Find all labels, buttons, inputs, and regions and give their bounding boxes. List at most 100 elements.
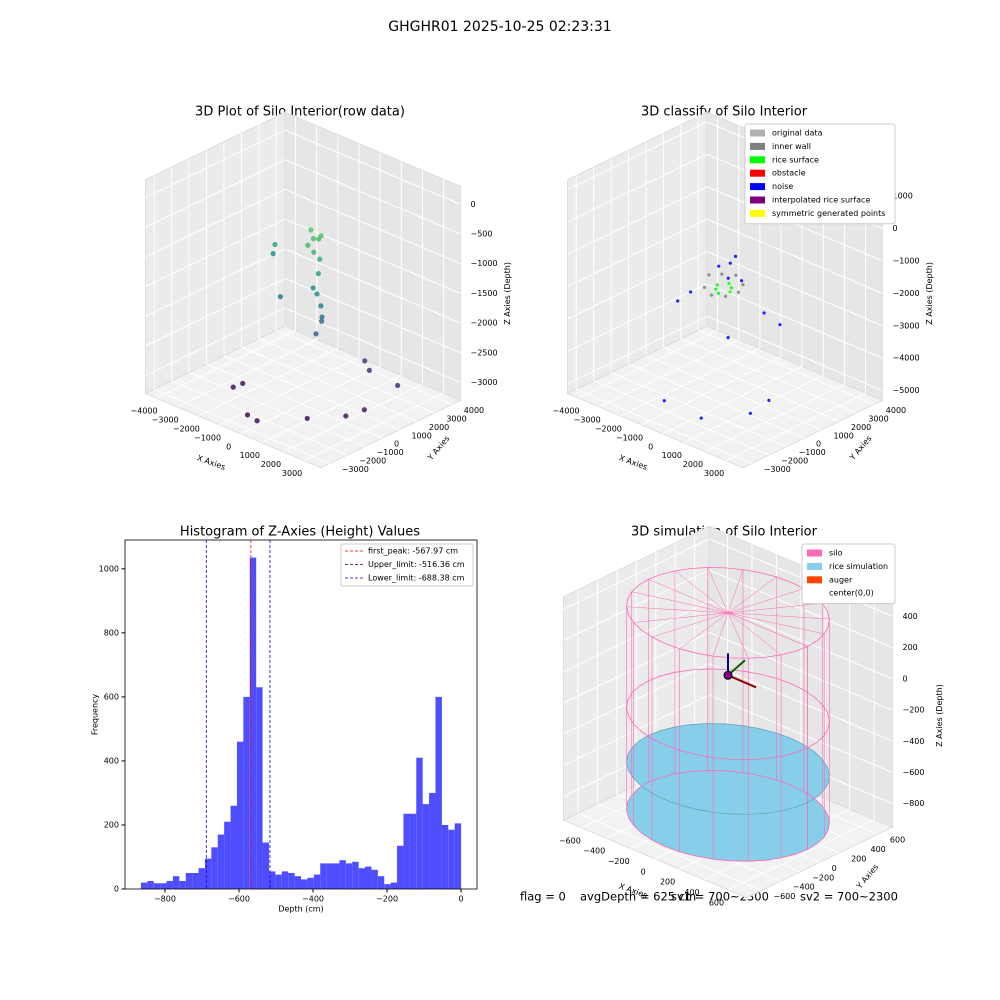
bar bbox=[320, 863, 327, 889]
bar bbox=[166, 880, 173, 889]
grid-line bbox=[567, 283, 708, 352]
point bbox=[254, 418, 260, 424]
point bbox=[748, 411, 752, 415]
grid-line bbox=[567, 186, 708, 255]
grid-line bbox=[577, 330, 718, 399]
x-tick-label: 2000 bbox=[261, 460, 281, 469]
z-tick-label: 400 bbox=[903, 612, 918, 621]
bar bbox=[147, 880, 154, 889]
point bbox=[717, 264, 721, 268]
bar bbox=[224, 821, 231, 889]
footer-avg-depth: avgDepth = 625 cm bbox=[580, 890, 696, 904]
x-tick-label: 200 bbox=[660, 878, 675, 887]
y-tick-label: −400 bbox=[793, 883, 815, 892]
bar bbox=[345, 863, 353, 889]
grid-line bbox=[641, 356, 782, 426]
y-tick-label: 400 bbox=[871, 845, 886, 854]
x-tick-label: −2000 bbox=[595, 424, 622, 433]
legend-label: rice simulation bbox=[829, 562, 888, 571]
bar bbox=[268, 871, 276, 889]
grid-line bbox=[206, 363, 383, 439]
z-tick-label: 1000 bbox=[893, 192, 913, 201]
x-tick-label: −600 bbox=[559, 836, 581, 845]
x-tick-label: 0 bbox=[459, 895, 464, 904]
bar bbox=[397, 845, 404, 889]
grid-line bbox=[563, 694, 710, 766]
grid-line bbox=[610, 371, 787, 448]
point bbox=[709, 293, 714, 297]
grid-line bbox=[145, 129, 286, 199]
point bbox=[316, 236, 322, 242]
center-marker bbox=[723, 670, 733, 680]
point bbox=[689, 290, 693, 294]
bar bbox=[365, 866, 372, 889]
point bbox=[729, 286, 733, 290]
point bbox=[716, 291, 721, 296]
z-tick-label: −2000 bbox=[471, 319, 498, 328]
point bbox=[741, 283, 745, 287]
legend-label: obstacle bbox=[772, 169, 806, 178]
bar bbox=[140, 882, 148, 889]
point bbox=[726, 336, 730, 340]
point bbox=[362, 358, 368, 364]
bar bbox=[185, 872, 193, 889]
footer-flag: flag = 0 bbox=[520, 890, 566, 904]
point bbox=[676, 299, 680, 303]
bar bbox=[153, 883, 161, 889]
bar bbox=[275, 874, 282, 889]
grid-line bbox=[567, 315, 708, 385]
silo-roof bbox=[648, 579, 729, 614]
x-tick-label: 0 bbox=[641, 867, 646, 876]
y-tick-label: 0 bbox=[832, 864, 837, 873]
bar bbox=[288, 872, 295, 889]
z-tick-label: −5000 bbox=[893, 386, 920, 395]
grid-line bbox=[145, 188, 286, 258]
bar bbox=[198, 868, 205, 889]
grid-line bbox=[258, 338, 435, 414]
y-tick-label: 200 bbox=[851, 855, 866, 864]
grid-line bbox=[709, 569, 893, 649]
grid-line bbox=[662, 365, 803, 435]
grid-line bbox=[261, 374, 402, 444]
legend-label: silo bbox=[829, 549, 843, 558]
x-tick-label: 600 bbox=[709, 898, 724, 907]
y-tick-label: 800 bbox=[104, 628, 119, 637]
grid-line bbox=[154, 388, 330, 464]
grid-line bbox=[276, 329, 452, 405]
grid-line bbox=[706, 251, 883, 327]
bar bbox=[230, 805, 237, 889]
y-tick-label: 2000 bbox=[429, 423, 449, 432]
grid-line bbox=[709, 694, 893, 773]
legend-label: rice surface bbox=[772, 155, 819, 164]
x-tick-label: −400 bbox=[583, 847, 605, 856]
grid-line bbox=[303, 392, 444, 462]
grid-line bbox=[284, 307, 461, 383]
y-tick-label: 0 bbox=[114, 885, 119, 894]
bar bbox=[192, 872, 199, 889]
z-axis-label: Z Axies (Depth) bbox=[503, 262, 512, 325]
figure-title: GHGHR01 2025-10-25 02:23:31 bbox=[388, 19, 611, 35]
bar bbox=[409, 813, 417, 889]
x-tick-label: 1000 bbox=[240, 451, 260, 460]
point bbox=[736, 290, 741, 294]
bar bbox=[441, 824, 449, 889]
bar bbox=[435, 696, 442, 889]
bar bbox=[429, 792, 436, 889]
point bbox=[277, 294, 284, 300]
bar bbox=[256, 687, 263, 889]
x-tick-label: 0 bbox=[648, 442, 653, 451]
x-tick-label: −4000 bbox=[131, 406, 158, 415]
bar bbox=[416, 757, 423, 889]
grid-line bbox=[576, 388, 752, 464]
legend-swatch bbox=[750, 209, 765, 217]
grid-line bbox=[219, 356, 360, 426]
y-tick-label: 1000 bbox=[99, 564, 119, 573]
silo-roof bbox=[712, 612, 729, 657]
point bbox=[767, 398, 771, 402]
bar bbox=[326, 863, 334, 889]
grid-line bbox=[284, 159, 461, 235]
silo-roof bbox=[707, 567, 729, 613]
bar bbox=[204, 858, 212, 889]
point bbox=[313, 331, 319, 337]
